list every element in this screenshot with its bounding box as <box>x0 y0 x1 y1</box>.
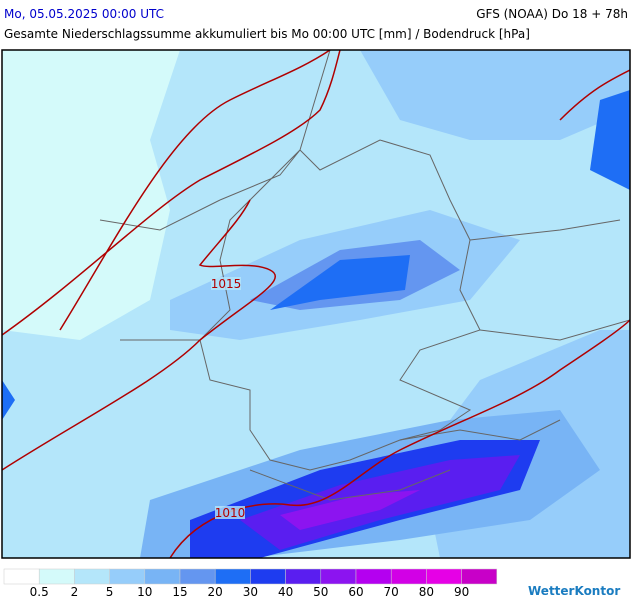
brand: WetterKontor <box>528 584 620 598</box>
legend-swatch <box>461 568 498 585</box>
legend: 0.5 2 5 10 15 20 30 40 50 60 70 80 90 <box>3 568 498 599</box>
legend-swatch <box>285 568 322 585</box>
isobar-labels: 1015 1010 <box>211 277 246 520</box>
legend-swatch <box>250 568 286 585</box>
isobar-label: 1015 <box>211 277 242 291</box>
subtitle: Gesamte Niederschlagssumme akkumuliert b… <box>4 27 530 41</box>
legend-swatch <box>3 568 40 585</box>
legend-swatch <box>355 568 392 585</box>
legend-swatch <box>74 568 110 585</box>
legend-label: 90 <box>454 585 469 599</box>
model: GFS (NOAA) Do 18 + 78h <box>476 7 628 21</box>
legend-label: 70 <box>384 585 399 599</box>
legend-label: 20 <box>208 585 223 599</box>
legend-label: 10 <box>137 585 152 599</box>
legend-label: 0.5 <box>30 585 49 599</box>
isobar-label-bg <box>211 277 241 290</box>
legend-label: 60 <box>348 585 363 599</box>
isobar-label: 1010 <box>215 506 246 520</box>
legend-label: 15 <box>172 585 187 599</box>
legend-label: 50 <box>313 585 328 599</box>
legend-swatch <box>390 568 427 585</box>
legend-swatch <box>214 568 251 585</box>
legend-swatch <box>426 568 462 585</box>
isobar-label-bg <box>215 506 245 519</box>
legend-label: 5 <box>106 585 114 599</box>
legend-label: 30 <box>243 585 258 599</box>
legend-swatch <box>144 568 181 585</box>
legend-label: 40 <box>278 585 293 599</box>
legend-swatch <box>320 568 357 585</box>
date: Mo, 05.05.2025 00:00 UTC <box>4 7 164 21</box>
legend-swatch <box>179 568 216 585</box>
legend-swatch <box>109 568 146 585</box>
legend-label: 2 <box>71 585 79 599</box>
legend-swatch <box>38 568 75 585</box>
legend-label: 80 <box>419 585 434 599</box>
map: 1015 1010 <box>1 49 631 559</box>
